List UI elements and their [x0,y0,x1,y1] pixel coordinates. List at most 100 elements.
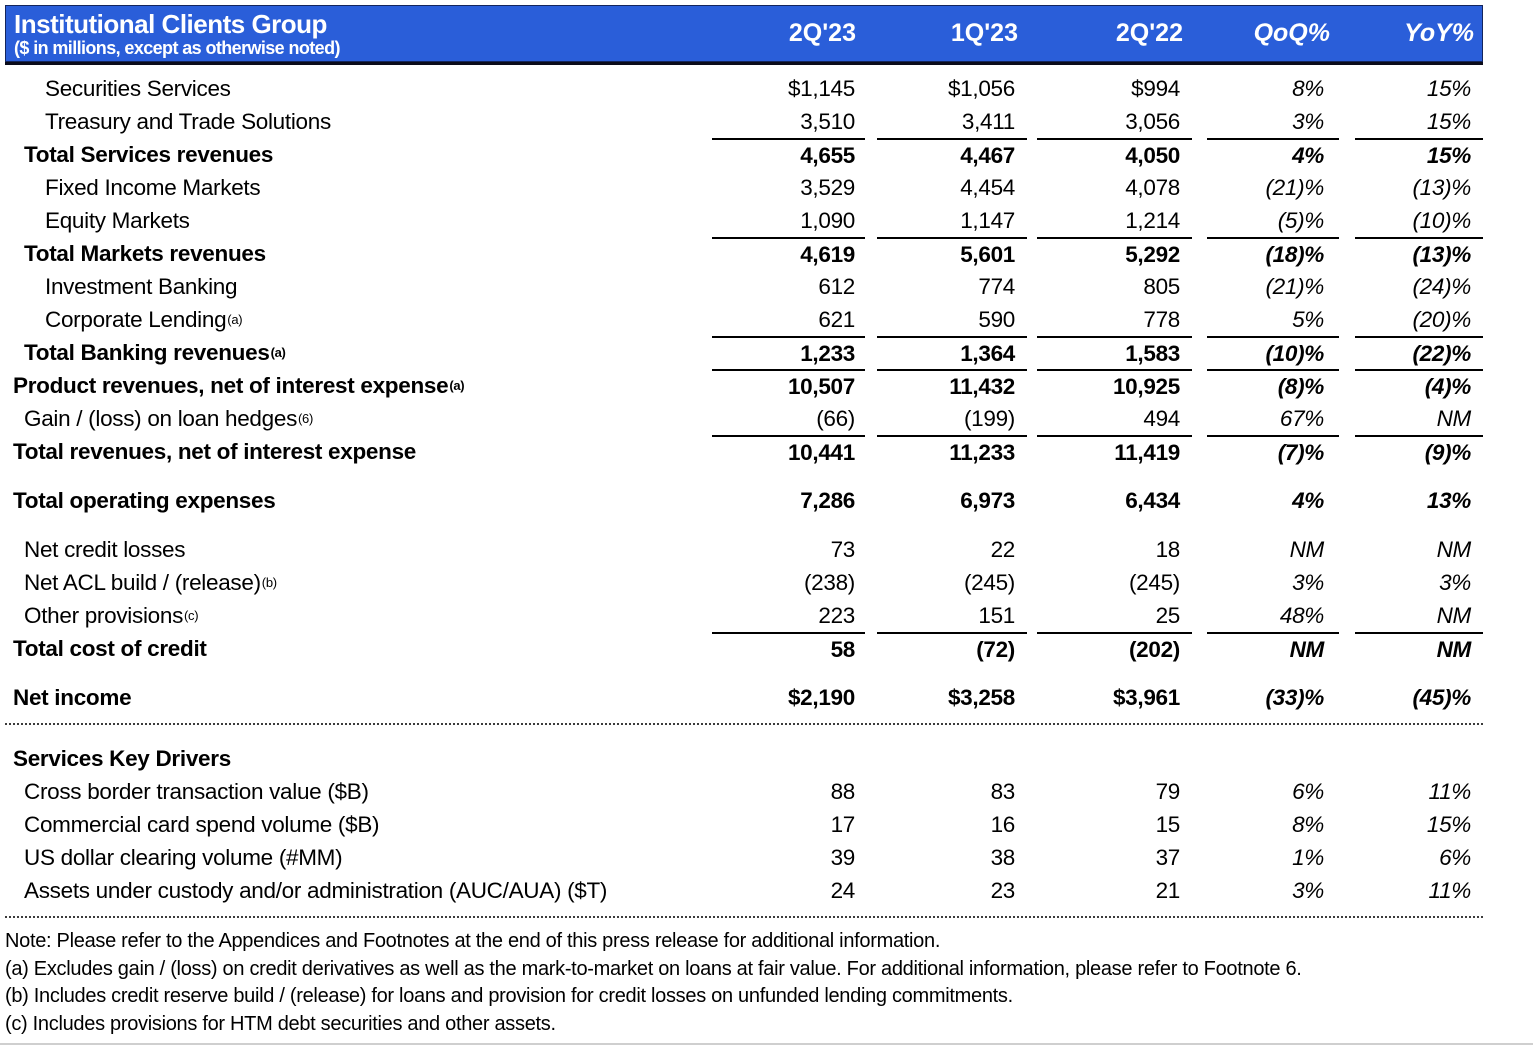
row-label: Assets under custody and/or administrati… [24,877,608,903]
row-label: Investment Banking [45,273,238,299]
value-cell: 48% [1279,602,1324,628]
value-cell: 3,529 [800,174,855,200]
footnote-a: (a) Excludes gain / (loss) on credit der… [5,957,1302,980]
footnotes: Note: Please refer to the Appendices and… [5,928,1533,1038]
value-cell: 11,432 [877,369,1027,402]
row-label: Product revenues, net of interest expens… [13,372,465,398]
total-row: Total Services revenues 4,655 4,467 4,050 4%… [5,138,1483,171]
footnote-c: (c) Includes provisions for HTM debt sec… [5,1012,556,1035]
value-cell: 13% [1426,487,1471,513]
column-header-1q23: 1Q'23 [950,19,1018,47]
value-cell: 3% [1439,569,1471,595]
value-cell: (20)% [1412,306,1471,332]
value-cell: 805 [1143,273,1180,299]
value-cell: (245) [1128,569,1180,595]
value-cell: 22 [990,536,1016,562]
value-cell: 151 [978,602,1015,628]
value-cell: 590 [978,306,1015,332]
row-label: Equity Markets [45,207,190,233]
value-cell: (45)% [1412,684,1471,710]
row-label: Net income [13,684,132,710]
value-cell: 4% [1292,487,1324,513]
value-cell: 37 [1155,844,1181,870]
value-cell: NM [1207,632,1339,665]
value-cell: (72) [877,632,1027,665]
column-header-qoq: QoQ% [1253,19,1330,47]
value-cell: NM [1436,602,1472,628]
value-cell: (245) [963,569,1015,595]
dotted-divider [5,723,1483,725]
value-cell: 4,078 [1125,174,1180,200]
value-cell: (21)% [1265,273,1324,299]
value-cell: 1,147 [960,207,1015,233]
press-release-page: Institutional Clients Group ($ in millio… [0,5,1533,1049]
value-cell: (199) [963,405,1015,431]
financial-table: Securities Services $1,145 $1,056 $994 8% 15%… [5,65,1483,714]
header-rule [5,62,1483,65]
total-row: Net income $2,190 $3,258 $3,961 (33)% (45)% [5,681,1483,714]
row-label: Total Banking revenues (a) [24,339,286,365]
value-cell: 83 [990,778,1016,804]
value-cell: 223 [818,602,855,628]
value-cell: (18)% [1207,237,1339,270]
value-cell: 8% [1292,811,1324,837]
value-cell: 7,286 [800,487,855,513]
row-spacer [5,517,1483,533]
value-cell: 5,601 [877,237,1027,270]
value-cell: (5)% [1277,207,1325,233]
row-label: Total Services revenues [24,141,274,167]
table-row: Equity Markets 1,090 1,147 1,214 (5)% (10)% [5,204,1483,237]
total-row: Total revenues, net of interest expense 1… [5,435,1483,468]
row-label: Treasury and Trade Solutions [45,108,331,134]
value-cell: $3,961 [1112,684,1180,710]
value-cell: 621 [818,306,855,332]
value-cell: 10,507 [712,369,865,402]
row-label: Total cost of credit [13,635,207,661]
value-cell: 3,510 [800,108,855,134]
total-row: Total Banking revenues (a) 1,233 1,364 1,583… [5,336,1483,369]
value-cell: 11,419 [1037,435,1192,468]
value-cell: (13)% [1412,174,1471,200]
value-cell: (33)% [1265,684,1324,710]
value-cell: 67% [1279,405,1324,431]
row-label: Total operating expenses [13,487,276,513]
value-cell: 5,292 [1037,237,1192,270]
value-cell: (21)% [1265,174,1324,200]
row-label: US dollar clearing volume (#MM) [24,844,343,870]
value-cell: 39 [830,844,856,870]
row-label: Securities Services [45,75,231,101]
value-cell: 3,411 [961,108,1015,134]
value-cell: 21 [1155,877,1181,903]
table-row: Securities Services $1,145 $1,056 $994 8% 15% [5,72,1483,105]
table-row: US dollar clearing volume (#MM) 39 38 37 1% 6… [5,841,1483,874]
value-cell: 4,454 [960,174,1015,200]
row-label: Commercial card spend volume ($B) [24,811,380,837]
value-cell: 3,056 [1125,108,1180,134]
value-cell: 88 [830,778,856,804]
value-cell: 10,925 [1037,369,1192,402]
section-subtitle: ($ in millions, except as otherwise note… [14,37,340,58]
value-cell: 6% [1292,778,1324,804]
value-cell: (7)% [1207,435,1339,468]
value-cell: 38 [990,844,1016,870]
value-cell: $994 [1131,75,1180,101]
row-label: Corporate Lending (a) [45,306,243,332]
value-cell: 3% [1292,569,1324,595]
row-label: Net credit losses [24,536,186,562]
table-header-band: Institutional Clients Group ($ in millio… [5,5,1483,62]
row-label: Gain / (loss) on loan hedges (6) [24,405,314,431]
table-row: Cross border transaction value ($B) 88 83 7… [5,775,1483,808]
value-cell: 4,050 [1037,138,1192,171]
value-cell: 1,090 [800,207,855,233]
value-cell: 58 [712,632,865,665]
value-cell: 11% [1428,877,1472,903]
value-cell: 6,973 [960,487,1015,513]
value-cell: 11,233 [877,435,1027,468]
value-cell: 4% [1207,138,1339,171]
value-cell: (202) [1037,632,1192,665]
section-title: Institutional Clients Group [14,8,327,39]
table-row: Gain / (loss) on loan hedges (6) (66) (199)… [5,402,1483,435]
value-cell: NM [1436,536,1472,562]
row-spacer [5,468,1483,484]
value-cell: (10)% [1207,336,1339,369]
